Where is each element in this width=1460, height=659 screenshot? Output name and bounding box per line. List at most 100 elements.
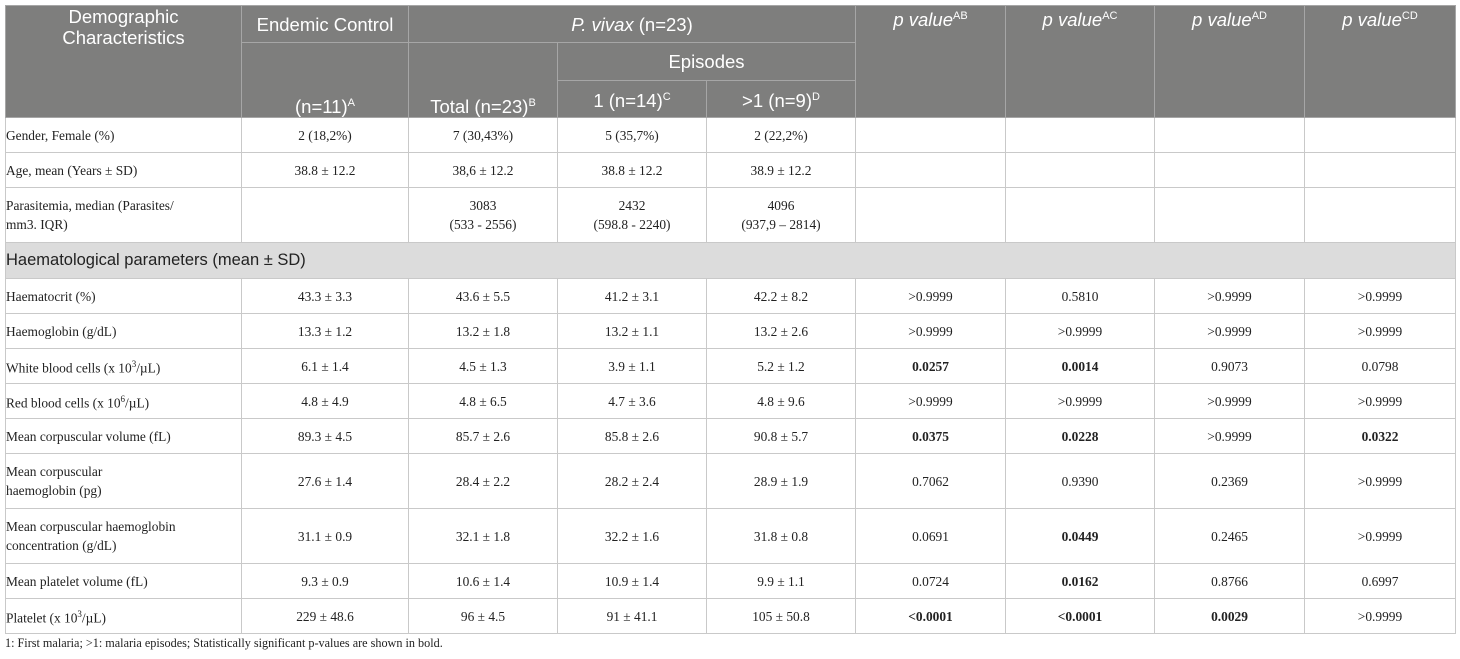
cell-empty <box>1154 187 1305 243</box>
cell-epmany: 42.2 ± 8.2 <box>706 278 856 314</box>
cell-total: 3083 (533 - 2556) <box>408 187 558 243</box>
row-label: Mean platelet volume (fL) <box>5 563 242 599</box>
cell-control: 43.3 ± 3.3 <box>241 278 409 314</box>
cell-p-ab: 0.0375 <box>855 418 1006 454</box>
cell-ep1: 5 (35,7%) <box>557 117 707 153</box>
header-episode-many: >1 (n=9)D <box>706 80 856 118</box>
cell-empty <box>855 117 1006 153</box>
cell-p-ab: <0.0001 <box>855 598 1006 634</box>
cell-control: 13.3 ± 1.2 <box>241 313 409 349</box>
cell-total: 43.6 ± 5.5 <box>408 278 558 314</box>
cell-empty <box>1005 117 1155 153</box>
table-footnote: 1: First malaria; >1: malaria episodes; … <box>5 636 443 650</box>
cell-ep1: 85.8 ± 2.6 <box>557 418 707 454</box>
table-row: White blood cells (x 103/µL) 6.1 ± 1.4 4… <box>5 348 1456 384</box>
cell-ep1: 32.2 ± 1.6 <box>557 508 707 564</box>
cell-p-ad: 0.2465 <box>1154 508 1305 564</box>
cell-empty <box>1005 152 1155 188</box>
cell-epmany: 31.8 ± 0.8 <box>706 508 856 564</box>
cell-ep1: 41.2 ± 3.1 <box>557 278 707 314</box>
row-label: Parasitemia, median (Parasites/mm3. IQR) <box>5 187 242 243</box>
cell-empty <box>1154 117 1305 153</box>
cell-control: 2 (18,2%) <box>241 117 409 153</box>
cell-ep1: 38.8 ± 12.2 <box>557 152 707 188</box>
cell-p-cd: >0.9999 <box>1304 598 1456 634</box>
cell-total: 85.7 ± 2.6 <box>408 418 558 454</box>
cell-control <box>241 187 409 243</box>
cell-p-ad: >0.9999 <box>1154 278 1305 314</box>
header-endemic-control: Endemic Control <box>241 5 409 43</box>
cell-total: 28.4 ± 2.2 <box>408 453 558 509</box>
cell-control: 27.6 ± 1.4 <box>241 453 409 509</box>
cell-p-ac: <0.0001 <box>1005 598 1155 634</box>
cell-epmany: 90.8 ± 5.7 <box>706 418 856 454</box>
cell-p-ad: >0.9999 <box>1154 418 1305 454</box>
header-episodes: Episodes <box>557 42 856 81</box>
cell-ep1: 4.7 ± 3.6 <box>557 383 707 419</box>
header-endemic-n: (n=11)A <box>241 42 409 118</box>
row-label: Red blood cells (x 106/µL) <box>5 383 242 419</box>
section-row: Haematological parameters (mean ± SD) <box>5 242 1456 279</box>
cell-total: 7 (30,43%) <box>408 117 558 153</box>
row-label: Age, mean (Years ± SD) <box>5 152 242 188</box>
cell-p-ab: >0.9999 <box>855 278 1006 314</box>
cell-empty <box>1304 152 1456 188</box>
cell-p-cd: 0.0798 <box>1304 348 1456 384</box>
row-label: Mean corpuscular haemoglobin (pg) <box>5 453 242 509</box>
cell-total: 13.2 ± 1.8 <box>408 313 558 349</box>
cell-epmany: 4096 (937,9 – 2814) <box>706 187 856 243</box>
cell-p-ac: 0.0228 <box>1005 418 1155 454</box>
cell-p-ab: 0.0691 <box>855 508 1006 564</box>
cell-p-cd: >0.9999 <box>1304 278 1456 314</box>
cell-ep1: 2432 (598.8 - 2240) <box>557 187 707 243</box>
cell-p-ab: 0.0257 <box>855 348 1006 384</box>
cell-total: 4.5 ± 1.3 <box>408 348 558 384</box>
cell-epmany: 28.9 ± 1.9 <box>706 453 856 509</box>
cell-empty <box>855 152 1006 188</box>
cell-control: 229 ± 48.6 <box>241 598 409 634</box>
cell-total: 10.6 ± 1.4 <box>408 563 558 599</box>
cell-total: 96 ± 4.5 <box>408 598 558 634</box>
cell-total: 32.1 ± 1.8 <box>408 508 558 564</box>
cell-empty <box>1005 187 1155 243</box>
header-pvalue-ab: p valueAB <box>855 5 1006 118</box>
cell-control: 89.3 ± 4.5 <box>241 418 409 454</box>
cell-control: 31.1 ± 0.9 <box>241 508 409 564</box>
cell-p-ab: >0.9999 <box>855 383 1006 419</box>
cell-p-ac: 0.0449 <box>1005 508 1155 564</box>
row-label: Mean corpuscular haemoglobin concentratio… <box>5 508 242 564</box>
cell-epmany: 2 (22,2%) <box>706 117 856 153</box>
table-row: Mean corpuscular volume (fL) 89.3 ± 4.5 … <box>5 418 1456 454</box>
header-pvalue-ac: p valueAC <box>1005 5 1155 118</box>
row-label: Mean corpuscular volume (fL) <box>5 418 242 454</box>
cell-ep1: 13.2 ± 1.1 <box>557 313 707 349</box>
cell-p-ad: 0.9073 <box>1154 348 1305 384</box>
row-label: Haemoglobin (g/dL) <box>5 313 242 349</box>
cell-p-ad: >0.9999 <box>1154 313 1305 349</box>
cell-total: 4.8 ± 6.5 <box>408 383 558 419</box>
header-total: Total (n=23)B <box>408 42 558 118</box>
table-row: Haematocrit (%) 43.3 ± 3.3 43.6 ± 5.5 41… <box>5 278 1456 314</box>
cell-p-cd: >0.9999 <box>1304 508 1456 564</box>
cell-epmany: 9.9 ± 1.1 <box>706 563 856 599</box>
cell-p-ac: 0.0014 <box>1005 348 1155 384</box>
cell-epmany: 38.9 ± 12.2 <box>706 152 856 188</box>
cell-epmany: 5.2 ± 1.2 <box>706 348 856 384</box>
cell-p-ad: >0.9999 <box>1154 383 1305 419</box>
header-pvivax: P. vivax (n=23) <box>408 5 856 43</box>
cell-control: 4.8 ± 4.9 <box>241 383 409 419</box>
cell-p-ab: 0.0724 <box>855 563 1006 599</box>
header-episode-1: 1 (n=14)C <box>557 80 707 118</box>
cell-p-ac: 0.9390 <box>1005 453 1155 509</box>
cell-p-cd: >0.9999 <box>1304 383 1456 419</box>
cell-p-ab: 0.7062 <box>855 453 1006 509</box>
cell-empty <box>1154 152 1305 188</box>
table-row: Red blood cells (x 106/µL) 4.8 ± 4.9 4.8… <box>5 383 1456 419</box>
cell-p-ad: 0.8766 <box>1154 563 1305 599</box>
cell-total: 38,6 ± 12.2 <box>408 152 558 188</box>
row-label: Gender, Female (%) <box>5 117 242 153</box>
results-table: Demographic Characteristics Endemic Cont… <box>5 5 1456 634</box>
cell-control: 6.1 ± 1.4 <box>241 348 409 384</box>
cell-p-ad: 0.2369 <box>1154 453 1305 509</box>
row-label: Haematocrit (%) <box>5 278 242 314</box>
